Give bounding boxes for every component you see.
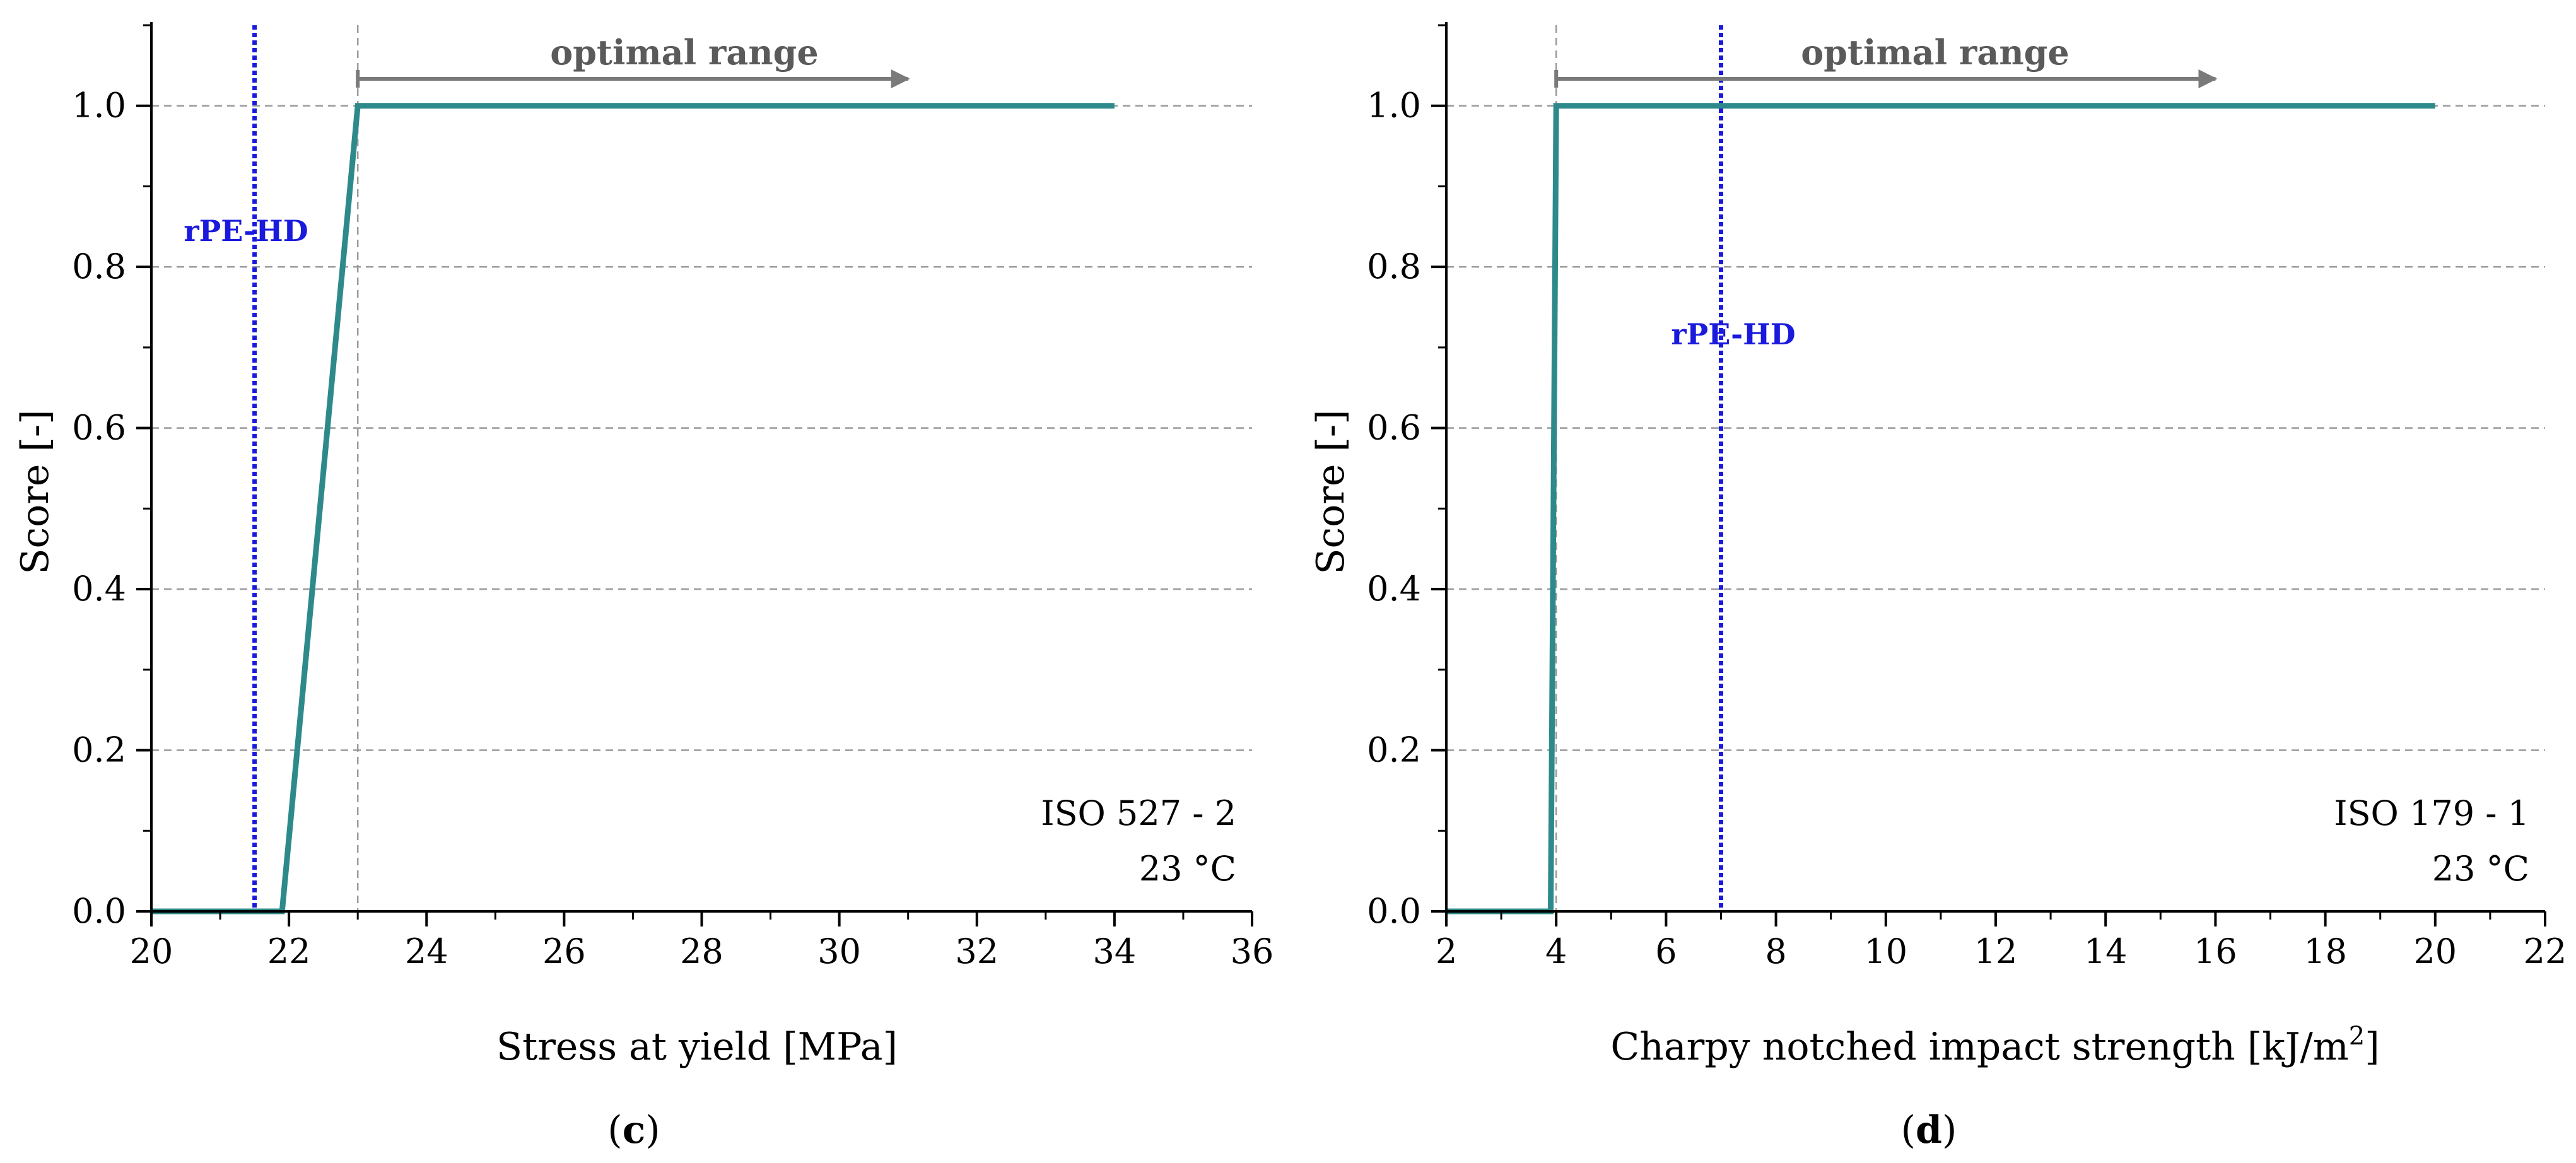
panel-label: (d) xyxy=(1901,1108,1957,1152)
y-tick-label: 0.4 xyxy=(1367,569,1421,609)
ticks: 20 22 24 26 28 30 32 34 36 0.0 0.2 0.4 0.6 0.8 1.0 xyxy=(72,24,1274,971)
x-tick-label: 30 xyxy=(817,932,861,971)
series xyxy=(1446,103,2435,915)
x-tick-label: 26 xyxy=(542,932,586,971)
x-axis-title: Charpy notched impact strength [kJ/m2] xyxy=(1610,1022,2379,1069)
x-tick-label: 8 xyxy=(1765,932,1786,971)
chart-panel-d: 2 4 6 8 10 12 14 16 18 20 22 0.0 0.2 0.4 0.6 0.8 1.0 opt… xyxy=(1309,22,2567,1152)
panel-letter: d xyxy=(1916,1108,1942,1152)
reference-label: rPE-HD xyxy=(1671,317,1795,351)
x-tick-label: 34 xyxy=(1093,932,1137,971)
y-axis-title: Score [-] xyxy=(13,409,57,574)
y-tick-label: 0.4 xyxy=(72,569,126,609)
y-tick-label: 0.2 xyxy=(72,730,126,770)
panel-letter: c xyxy=(623,1108,646,1152)
x-axis-title: Stress at yield [MPa] xyxy=(496,1025,898,1069)
y-tick-label: 0.6 xyxy=(1367,408,1421,448)
optimal-range-arrow xyxy=(1554,69,2218,88)
x-tick-label: 12 xyxy=(1974,932,2018,971)
x-tick-label: 20 xyxy=(130,932,173,971)
optimal-range-label: optimal range xyxy=(1801,32,2070,73)
x-tick-label: 10 xyxy=(1864,932,1907,971)
x-axis-title-main: Charpy notched impact strength [kJ/m xyxy=(1610,1025,2348,1069)
panel-label: (c) xyxy=(607,1108,660,1152)
x-tick-label: 20 xyxy=(2413,932,2457,971)
y-tick-label: 0.8 xyxy=(72,247,126,286)
x-tick-label: 6 xyxy=(1655,932,1677,971)
x-tick-label: 24 xyxy=(405,932,448,971)
x-tick-label: 4 xyxy=(1545,932,1567,971)
standard-annotation: ISO 179 - 1 xyxy=(2334,793,2529,833)
x-tick-label: 22 xyxy=(267,932,311,971)
x-axis-title-superscript: 2 xyxy=(2349,1022,2365,1051)
y-tick-label: 0.6 xyxy=(72,408,126,448)
y-tick-label: 1.0 xyxy=(1367,86,1421,126)
optimal-range-label: optimal range xyxy=(550,32,819,73)
axes xyxy=(1445,22,2545,913)
x-tick-label: 16 xyxy=(2194,932,2237,971)
optimal-range-arrow xyxy=(356,69,910,88)
chart-panel-c: 20 22 24 26 28 30 32 34 36 0.0 0.2 0.4 0.6 0.8 1.0 opt… xyxy=(13,22,1273,1152)
x-tick-label: 22 xyxy=(2524,932,2567,971)
x-tick-label: 36 xyxy=(1231,932,1274,971)
temperature-annotation: 23 °C xyxy=(1139,849,1236,889)
ticks: 2 4 6 8 10 12 14 16 18 20 22 0.0 0.2 0.4 0.6 0.8 1.0 xyxy=(1367,24,2567,971)
x-tick-label: 2 xyxy=(1436,932,1457,971)
y-tick-label: 0.0 xyxy=(72,891,126,931)
standard-annotation: ISO 527 - 2 xyxy=(1041,793,1236,833)
x-tick-label: 32 xyxy=(955,932,998,971)
x-axis-title-end: ] xyxy=(2365,1025,2379,1069)
y-tick-label: 0.8 xyxy=(1367,247,1421,286)
temperature-annotation: 23 °C xyxy=(2432,849,2529,889)
y-tick-label: 0.2 xyxy=(1367,730,1421,770)
grid-lines xyxy=(151,105,1252,913)
x-tick-label: 18 xyxy=(2304,932,2347,971)
grid-lines xyxy=(1446,105,2545,913)
x-tick-label: 28 xyxy=(680,932,723,971)
x-tick-label: 14 xyxy=(2084,932,2128,971)
series-line xyxy=(1446,103,2435,915)
y-tick-label: 1.0 xyxy=(72,86,126,126)
y-tick-label: 0.0 xyxy=(1367,891,1421,931)
y-axis-title: Score [-] xyxy=(1309,409,1353,574)
axes xyxy=(150,22,1252,913)
reference-label: rPE-HD xyxy=(184,214,308,248)
